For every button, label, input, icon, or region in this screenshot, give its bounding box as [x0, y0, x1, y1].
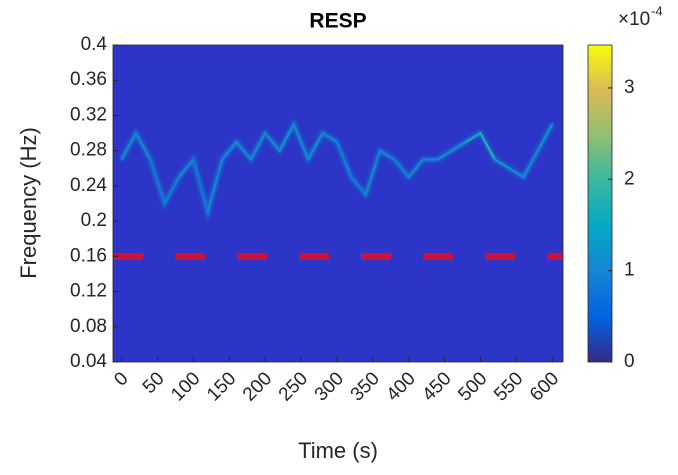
y-tick-label: 0.16 — [70, 245, 107, 266]
colorbar-tick-label: 3 — [624, 77, 635, 98]
x-tick-label: 0 — [110, 368, 132, 390]
y-tick-label: 0.24 — [70, 175, 107, 196]
chart-title: RESP — [309, 10, 366, 33]
ridge-segment — [378, 149, 396, 161]
x-tick-label: 350 — [347, 368, 384, 405]
colorbar — [587, 44, 613, 363]
x-tick-label: 500 — [454, 368, 491, 405]
y-tick-label: 0.08 — [70, 316, 107, 337]
ridge-segment — [163, 176, 181, 205]
y-tick-label: 0.4 — [81, 34, 108, 55]
plot-background — [113, 45, 563, 362]
ridge-segment — [307, 132, 324, 161]
x-axis-label: Time (s) — [298, 438, 378, 463]
x-tick-label: 550 — [490, 368, 527, 405]
y-tick-label: 0.12 — [70, 281, 107, 302]
x-tick-label: 400 — [383, 368, 420, 405]
ridge-segment — [192, 158, 209, 214]
colorbar-tick-label: 0 — [624, 351, 635, 372]
colorbar-tick-label: 1 — [624, 260, 635, 281]
ridge-segment — [335, 140, 353, 179]
y-tick-label: 0.2 — [81, 210, 107, 231]
ridge-segment — [206, 158, 224, 214]
ridge-segment — [522, 149, 539, 179]
ridge-segment — [536, 123, 554, 152]
ridge-segment — [350, 176, 367, 196]
y-tick-label: 0.36 — [70, 69, 107, 90]
ridge-segment — [321, 132, 338, 143]
x-tick-label: 150 — [203, 368, 240, 405]
ridge-segment — [221, 140, 238, 161]
ridge-segment — [479, 132, 496, 161]
ridge-segment — [134, 132, 152, 161]
ridge-segment — [436, 149, 453, 161]
ridge-segment — [178, 158, 195, 179]
y-tick-label: 0.28 — [70, 140, 107, 161]
colorbar-exponent-power: -4 — [651, 3, 663, 18]
x-tick-label: 250 — [275, 368, 312, 405]
x-tick-label: 50 — [139, 368, 169, 398]
ridge-segment — [264, 132, 281, 152]
x-tick-label: 600 — [526, 368, 563, 405]
ridge-segment — [508, 167, 525, 179]
ridge-segment — [278, 123, 295, 152]
ridge-segment — [407, 158, 425, 179]
ridge-segment — [493, 158, 511, 170]
x-tick-label: 100 — [167, 368, 204, 405]
y-tick-label: 0.04 — [70, 351, 107, 372]
ridge-segment — [249, 132, 267, 161]
ridge-segment — [393, 158, 410, 179]
plot-frame — [112, 44, 564, 363]
ridge-segment — [292, 123, 310, 161]
colorbar-tick-label: 2 — [624, 168, 635, 189]
y-axis-label: Frequency (Hz) — [16, 127, 41, 279]
ridge-segment — [149, 158, 166, 205]
colorbar-exponent-base: ×10 — [618, 9, 650, 30]
ridge-segment — [235, 140, 252, 161]
ridge-segment — [465, 132, 482, 143]
x-tick-label: 450 — [418, 368, 455, 405]
ridge-segment — [364, 149, 381, 196]
x-tick-label: 300 — [311, 368, 348, 405]
x-tick-label: 200 — [239, 368, 276, 405]
y-tick-label: 0.32 — [70, 104, 107, 125]
ridge-segment — [450, 140, 468, 152]
ridge-segment — [120, 132, 137, 161]
